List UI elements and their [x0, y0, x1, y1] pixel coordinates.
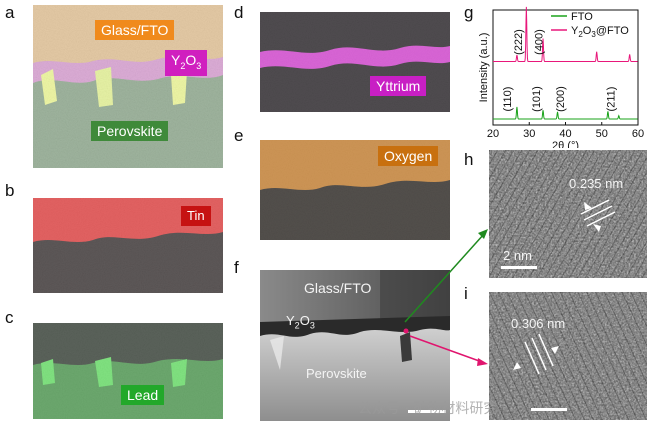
oxygen-tag: Oxygen — [378, 146, 439, 166]
panel-letter-h: h — [464, 150, 474, 169]
xrd-peak-annotation-5: (211) — [605, 87, 617, 112]
panel-letter-i: i — [464, 284, 468, 303]
stem-cross-section: Glass/FTO Y2O3 Perovskite — [260, 270, 450, 421]
stem-y2o3-label: Y2O3 — [286, 313, 315, 331]
tin-map: Tin — [33, 198, 223, 293]
watermark: 公众号 · 矿物材料研究 — [358, 401, 498, 417]
xrd-peak-annotation-1: (400) — [533, 29, 545, 55]
yttrium-map: Yttrium — [260, 12, 450, 112]
xrd-peak-annotation-0: (222) — [513, 29, 525, 55]
xrd-x-tick-label-2: 40 — [559, 128, 571, 140]
green-arrowhead — [478, 229, 488, 239]
lead-map: Lead — [33, 323, 223, 419]
xrd-y-axis-label: Intensity (a.u.) — [478, 33, 490, 103]
oxygen-map: Oxygen — [260, 140, 450, 240]
xrd-x-tick-label-3: 50 — [596, 128, 608, 140]
hrtem-h-scale-bar — [501, 266, 537, 269]
stem-perovskite-label: Perovskite — [306, 366, 367, 381]
perovskite-tag: Perovskite — [91, 121, 169, 141]
lead-tag: Lead — [121, 385, 165, 405]
xrd-x-tick-label-1: 30 — [523, 128, 535, 140]
panel-letter-e: e — [234, 126, 244, 145]
glass-fto-tag: Glass/FTO — [95, 20, 175, 40]
panel-letter-c: c — [5, 308, 14, 327]
hrtem-h-spacing: 0.235 nm — [569, 176, 624, 191]
xrd-series-line-0 — [493, 106, 638, 120]
xrd-chart: 20 30 40 50 60 2θ (°) Intensity (a.u.) (222) (40… — [478, 6, 644, 148]
hrtem-i-spacing: 0.306 nm — [511, 316, 566, 331]
yttrium-tag: Yttrium — [370, 76, 427, 96]
tin-tag: Tin — [181, 206, 211, 226]
pink-arrowhead — [477, 358, 488, 366]
panel-letter-f: f — [234, 258, 239, 277]
xrd-legend-label-0: FTO — [571, 11, 593, 23]
panel-letter-a: a — [5, 3, 15, 22]
xrd-peak-annotation-4: (200) — [555, 86, 567, 112]
xrd-legend-label-1: Y2O3@FTO — [571, 25, 629, 39]
xrd-x-tick-label-4: 60 — [632, 128, 644, 140]
panel-letter-d: d — [234, 3, 244, 22]
yttrium-map-graphic — [260, 12, 450, 112]
xrd-x-axis-label: 2θ (°) — [552, 140, 579, 148]
panel-letter-b: b — [5, 181, 15, 200]
eds-composite-map: Glass/FTO Y2O3 Perovskite — [33, 5, 223, 168]
stem-scale-bar — [408, 410, 446, 413]
xrd-x-tick-label-0: 20 — [487, 128, 499, 140]
hrtem-h-scale: 2 nm — [503, 248, 532, 263]
hrtem-i-graphic — [489, 292, 647, 420]
y2o3-tag: Y2O3 — [165, 50, 208, 76]
hrtem-h: 0.235 nm 2 nm — [489, 150, 647, 278]
xrd-peak-annotation-3: (101) — [531, 86, 543, 112]
hrtem-i-scale-bar — [531, 408, 567, 411]
panel-letter-g: g — [464, 3, 474, 22]
xrd-peak-annotation-2: (110) — [502, 87, 514, 112]
xrd-series-line-1 — [493, 6, 638, 62]
stem-glass-fto-label: Glass/FTO — [304, 280, 372, 296]
hrtem-i: 0.306 nm — [489, 292, 647, 420]
hrtem-h-graphic — [489, 150, 647, 278]
